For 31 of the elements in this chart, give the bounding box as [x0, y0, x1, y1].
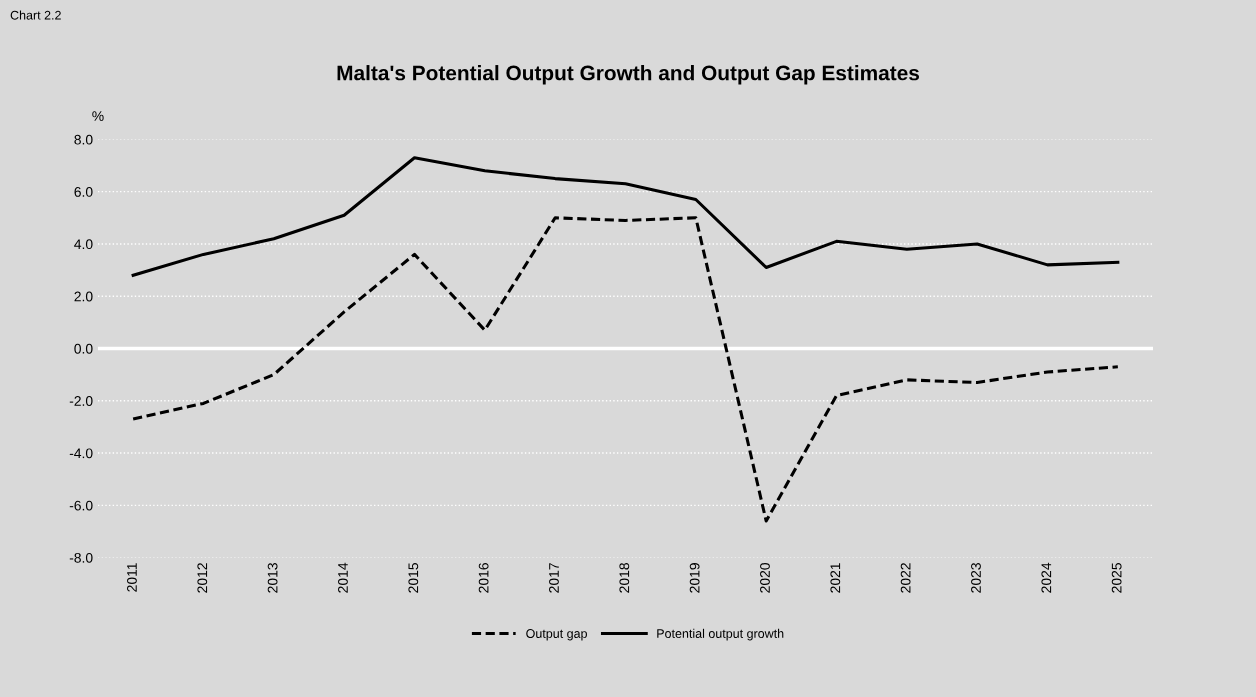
- x-tick-label: 2014: [338, 562, 348, 593]
- y-tick-label: -6.0: [69, 500, 93, 511]
- line-series: [131, 156, 1120, 277]
- x-tick-label: 2021: [830, 563, 841, 593]
- x-tick-label: 2016: [478, 563, 489, 593]
- x-tick-label: 2015: [408, 563, 419, 593]
- y-tick-label: 6.0: [74, 187, 93, 197]
- y-tick-label: 4.0: [74, 239, 93, 250]
- x-tick-label: 2024: [1041, 562, 1052, 593]
- y-tick-label: -8.0: [69, 552, 93, 563]
- x-tick-label: 2025: [1111, 563, 1122, 593]
- x-tick-label: 2023: [971, 563, 981, 593]
- chart-title: Malta's Potential Output Growth and Output Gap Estimates: [337, 65, 920, 85]
- legend-label: Potential output growth: [657, 628, 784, 641]
- y-tick-label: 8.0: [74, 134, 93, 145]
- x-tick-label: 2011: [127, 563, 137, 592]
- y-tick-label: 0.0: [74, 343, 93, 354]
- y-tick-label: -4.0: [69, 448, 93, 459]
- legend-label: Output gap: [526, 629, 587, 641]
- caption: Chart 2.2: [10, 10, 61, 20]
- x-tick-label: 2022: [900, 563, 911, 593]
- x-tick-label: 2017: [549, 563, 559, 593]
- y-tick-label: -2.0: [69, 396, 93, 406]
- y-axis-title: %: [92, 111, 104, 121]
- x-tick-label: 2013: [267, 563, 278, 593]
- line-series: [131, 216, 1120, 523]
- y-tick-label: 2.0: [74, 291, 93, 302]
- x-tick-label: 2019: [689, 563, 700, 593]
- x-tick-label: 2018: [619, 563, 630, 593]
- x-tick-label: 2020: [760, 563, 770, 593]
- x-tick-label: 2012: [197, 563, 208, 593]
